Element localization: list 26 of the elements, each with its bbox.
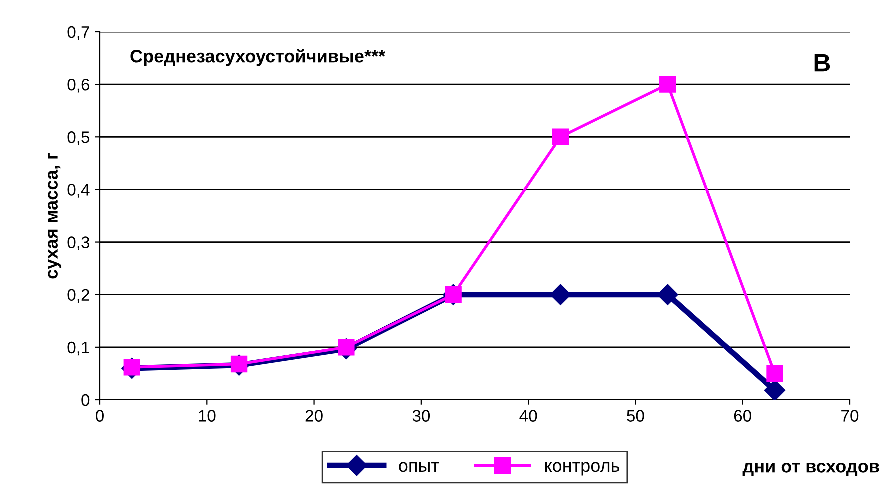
y-tick-label: 0,4 (68, 184, 90, 198)
legend-label: контроль (545, 462, 620, 476)
y-tick-label: 0 (82, 394, 90, 406)
y-tick-label: 0,7 (68, 26, 90, 40)
point (766, 365, 784, 382)
point (660, 76, 676, 93)
x-axis-title: дни от всходов (742, 462, 880, 476)
point (552, 128, 570, 146)
x-tick-label: 60 (734, 410, 752, 422)
legend-label: опыт (399, 462, 440, 472)
x-tick-label: 0 (96, 410, 104, 422)
y-tick-label: 0,3 (68, 236, 90, 250)
text: Среднезасухоустойчивые*** (130, 49, 386, 66)
annotation: В (814, 54, 830, 72)
x-tick-label: 40 (520, 410, 538, 422)
x-tick-label: 50 (627, 410, 644, 422)
point (764, 380, 786, 400)
y-tick-label: 0,6 (68, 78, 90, 93)
y-tick-label: 0,2 (68, 289, 90, 304)
x-tick-label: 20 (306, 410, 323, 422)
y-tick-label: 0,1 (68, 342, 90, 356)
y-tick-label: 0,5 (68, 132, 90, 146)
y-axis-title: сухая масса, г (48, 152, 62, 279)
x-tick-label: 70 (842, 410, 859, 422)
x-tick-label: 10 (199, 410, 216, 422)
x-tick-label: 30 (412, 410, 430, 422)
